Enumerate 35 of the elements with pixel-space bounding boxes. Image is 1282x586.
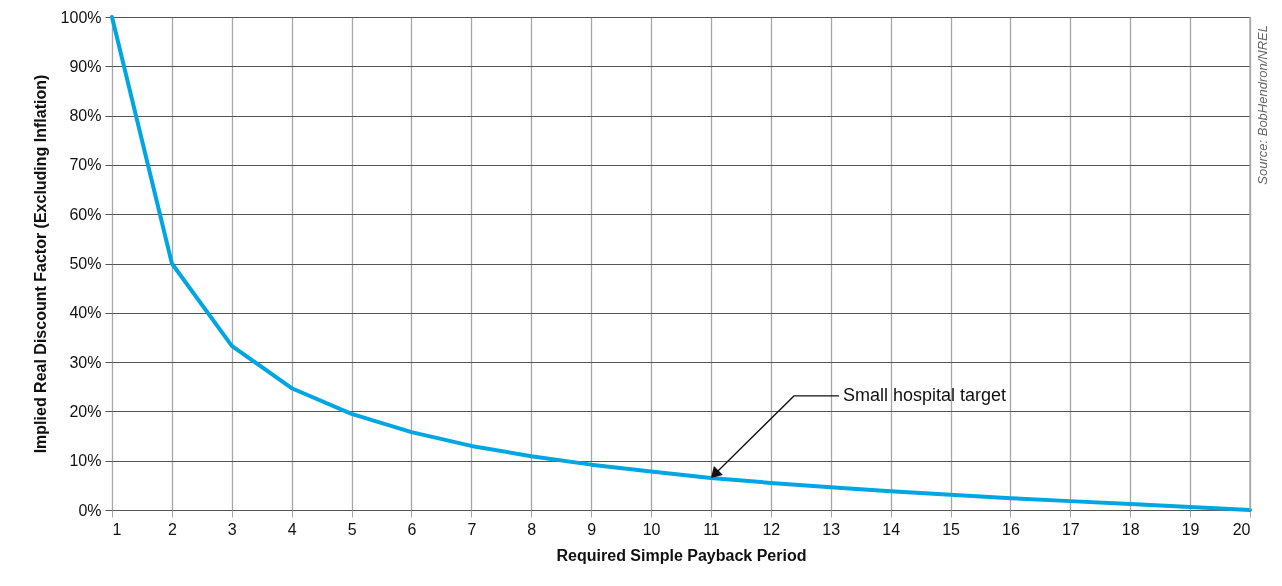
x-tick-label: 6 <box>407 520 417 538</box>
y-tick-label: 100% <box>60 8 102 26</box>
y-tick-label: 70% <box>69 156 102 174</box>
x-tick-label: 20 <box>1232 520 1251 538</box>
y-tick-label: 80% <box>69 107 102 125</box>
x-tick-label: 14 <box>882 520 901 538</box>
x-tick-label: 7 <box>467 520 477 538</box>
y-tick-label: 30% <box>69 353 102 371</box>
x-tick-label: 11 <box>703 520 720 538</box>
x-tick-label: 9 <box>587 520 597 538</box>
y-tick-label: 40% <box>69 304 102 322</box>
x-tick-label: 4 <box>287 520 297 538</box>
x-tick-label: 18 <box>1121 520 1140 538</box>
x-tick-label: 16 <box>1002 520 1020 538</box>
x-tick-label: 12 <box>762 520 781 538</box>
source-note: Source: BobHendron/NREL <box>1255 25 1270 185</box>
x-tick-label: 13 <box>822 520 841 538</box>
x-tick-label: 10 <box>642 520 661 538</box>
y-tick-label: 20% <box>69 402 102 420</box>
x-tick-label: 3 <box>227 520 237 538</box>
x-tick-label: 19 <box>1181 520 1200 538</box>
x-tick-label: 5 <box>347 520 357 538</box>
x-tick-label: 17 <box>1061 520 1080 538</box>
y-tick-label: 0% <box>78 501 102 519</box>
y-tick-label: 60% <box>69 205 102 223</box>
x-axis-title: Required Simple Payback Period <box>556 546 807 564</box>
y-tick-label: 90% <box>69 57 102 75</box>
x-tick-label: 15 <box>942 520 961 538</box>
x-tick-label: 8 <box>527 520 537 538</box>
y-tick-label: 50% <box>69 255 102 272</box>
x-tick-label: 2 <box>167 520 177 538</box>
y-axis-title: Implied Real Discount Factor (Excluding Inflation) <box>31 74 49 454</box>
y-tick-label: 10% <box>69 452 102 470</box>
annotation: Small hospital target <box>842 384 1007 405</box>
x-tick-label: 1 <box>112 520 122 538</box>
